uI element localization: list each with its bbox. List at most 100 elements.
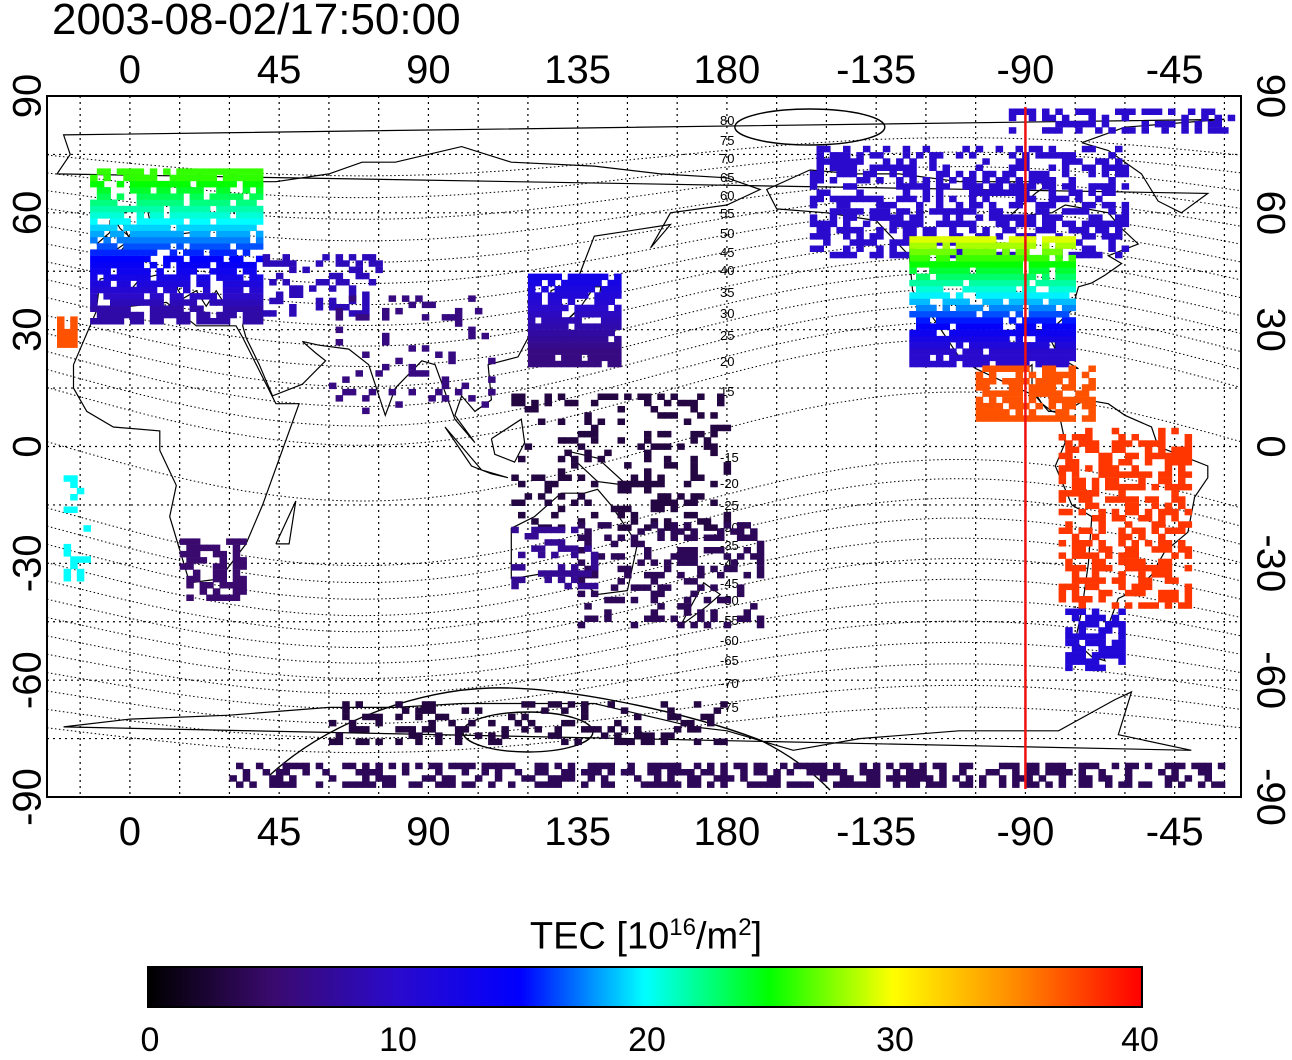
tec-cell [103, 193, 111, 200]
tec-cell [222, 212, 231, 219]
magnetic-latitude-label: 60 [720, 188, 734, 203]
tec-cell [955, 354, 964, 362]
tec-cell [1028, 384, 1037, 391]
magnetic-latitude-label: 30 [720, 306, 734, 321]
tec-cell [760, 781, 768, 788]
tec-cell [697, 412, 705, 419]
tec-cell [1035, 226, 1043, 234]
tec-cell [816, 145, 824, 153]
tec-cell [169, 218, 178, 225]
tec-cell [697, 493, 705, 500]
tec-cell [282, 781, 290, 788]
tec-cell [1061, 164, 1070, 171]
tec-cell [909, 236, 917, 243]
tec-cell [955, 254, 964, 262]
tec-cell [1158, 515, 1166, 522]
tec-cell [561, 292, 569, 299]
tec-cell [1042, 170, 1050, 178]
tec-cell [454, 762, 463, 770]
colorbar [147, 966, 1143, 1008]
tec-cell [577, 474, 586, 481]
tec-cell [710, 430, 718, 438]
tec-cell [501, 732, 509, 739]
tec-cell [1071, 546, 1080, 553]
tec-cell [1164, 477, 1173, 485]
tec-cell [1002, 286, 1010, 293]
tec-cell [876, 226, 884, 234]
tec-cell [929, 226, 937, 234]
tec-cell [1008, 329, 1017, 337]
tec-cell [823, 239, 831, 246]
tec-cell [1111, 645, 1120, 653]
tec-cell [614, 286, 622, 293]
tec-cell [567, 762, 576, 770]
tec-cell [1121, 127, 1130, 134]
tec-cell [511, 393, 519, 400]
tec-cell [1065, 627, 1073, 634]
tec-cell [902, 239, 911, 246]
tec-cell [584, 449, 592, 457]
tec-cell [1035, 390, 1043, 397]
tec-cell [962, 254, 970, 262]
tec-cell [916, 354, 924, 362]
tec-cell [988, 170, 997, 178]
tec-cell [189, 249, 198, 256]
tec-cell [683, 499, 692, 506]
tec-cell [1171, 446, 1179, 453]
tec-cell [935, 201, 944, 209]
tec-cell [508, 713, 516, 721]
tec-cell [962, 236, 970, 243]
tec-cell [1061, 298, 1070, 305]
tec-cell [156, 318, 164, 325]
tec-cell [355, 726, 363, 733]
tec-cell [1085, 490, 1093, 497]
tec-cell [909, 158, 917, 165]
tec-cell [1151, 521, 1159, 528]
magnetic-latitude-label: -45 [720, 576, 739, 591]
tec-cell [955, 267, 964, 274]
tec-cell [935, 317, 944, 324]
tec-cell [219, 550, 227, 558]
tec-cell [415, 713, 423, 721]
tec-cell [995, 189, 1004, 196]
tec-cell [1101, 170, 1110, 178]
tec-cell [435, 351, 443, 358]
tec-cell [1065, 769, 1073, 776]
magnetic-latitude-label: -35 [720, 538, 739, 553]
tec-cell [70, 335, 78, 342]
tec-cell [262, 310, 271, 317]
tec-cell [149, 249, 158, 256]
tec-cell [1032, 781, 1040, 788]
tec-cell [1081, 390, 1090, 397]
tec-cell [328, 304, 337, 311]
tec-cell [189, 230, 198, 238]
tec-cell [657, 603, 665, 610]
tec-cell [239, 538, 247, 545]
tec-cell [375, 762, 383, 770]
tec-cell [988, 402, 997, 410]
tec-cell [1158, 427, 1166, 435]
tec-cell [96, 268, 105, 275]
tec-cell [1151, 440, 1159, 447]
tec-cell [1012, 762, 1020, 770]
tec-cell [935, 254, 944, 262]
tec-cell [1184, 440, 1193, 447]
tec-cell [143, 199, 151, 207]
tec-cell [554, 781, 562, 788]
tec-cell [421, 314, 430, 321]
tec-cell [1048, 177, 1057, 184]
tec-cell [236, 230, 244, 238]
tec-cell [600, 762, 609, 770]
tec-cell [1164, 775, 1173, 782]
tec-cell [1075, 158, 1083, 165]
tec-cell [1042, 127, 1050, 134]
tec-cell [547, 304, 556, 312]
tec-cell [969, 329, 977, 337]
tec-cell [1098, 645, 1106, 653]
tec-cell [896, 239, 904, 246]
tec-cell [435, 732, 443, 739]
tec-cell [683, 559, 692, 566]
tec-cell [176, 174, 184, 182]
tec-cell [222, 249, 231, 256]
tec-cell [1171, 515, 1179, 522]
